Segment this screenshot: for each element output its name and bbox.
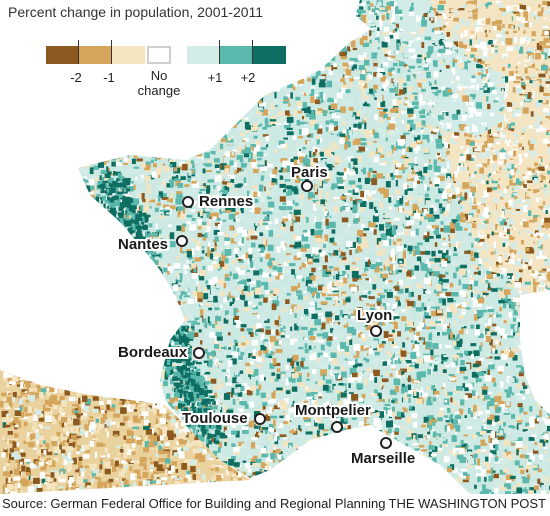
legend-swatch-slight-growth: [187, 46, 220, 64]
legend-title: Percent change in population, 2001-2011: [8, 4, 264, 20]
city-label-marseille: Marseille: [351, 450, 416, 467]
credit: THE WASHINGTON POST: [388, 496, 546, 511]
legend-tick-plus2: [252, 40, 253, 64]
city-marker-toulouse: [254, 413, 266, 425]
city-label-montpelier: Montpelier: [295, 402, 371, 419]
legend-tick-plus1: [219, 40, 220, 64]
city-marker-bordeaux: [193, 347, 205, 359]
city-label-lyon: Lyon: [357, 307, 393, 324]
source-note: Source: German Federal Office for Buildi…: [2, 496, 386, 511]
legend-swatch-decline: [79, 46, 112, 64]
footer: Source: German Federal Office for Buildi…: [0, 494, 550, 516]
city-label-nantes: Nantes: [118, 236, 169, 253]
city-marker-marseille: [380, 437, 392, 449]
city-marker-nantes: [176, 235, 188, 247]
city-label-rennes: Rennes: [199, 193, 254, 210]
city-label-toulouse: Toulouse: [182, 410, 248, 427]
city-marker-paris: [301, 180, 313, 192]
city-marker-montpelier: [331, 421, 343, 433]
legend-label-plus1: +1: [207, 70, 223, 85]
city-label-bordeaux: Bordeaux: [118, 344, 188, 361]
legend-swatch-strong-growth: [253, 46, 286, 64]
city-marker-lyon: [370, 325, 382, 337]
population-change-map: [0, 0, 550, 494]
legend-label-plus2: +2: [240, 70, 256, 85]
no-change-line2: change: [137, 83, 181, 98]
legend-swatch-strong-decline: [46, 46, 79, 64]
legend-swatch-no-change: [147, 46, 171, 64]
legend-swatch-slight-decline: [112, 46, 145, 64]
legend-label-minus2: -2: [70, 70, 82, 85]
legend-tick-minus1: [111, 40, 112, 64]
city-label-paris: Paris: [291, 164, 328, 181]
legend-label-minus1: -1: [103, 70, 115, 85]
legend-swatch-growth: [220, 46, 253, 64]
city-marker-rennes: [182, 196, 194, 208]
legend-tick-minus2: [78, 40, 79, 64]
no-change-line1: No: [150, 68, 168, 83]
legend-label-no-change: No change: [129, 68, 189, 98]
mediterranean-sea: [250, 428, 470, 494]
